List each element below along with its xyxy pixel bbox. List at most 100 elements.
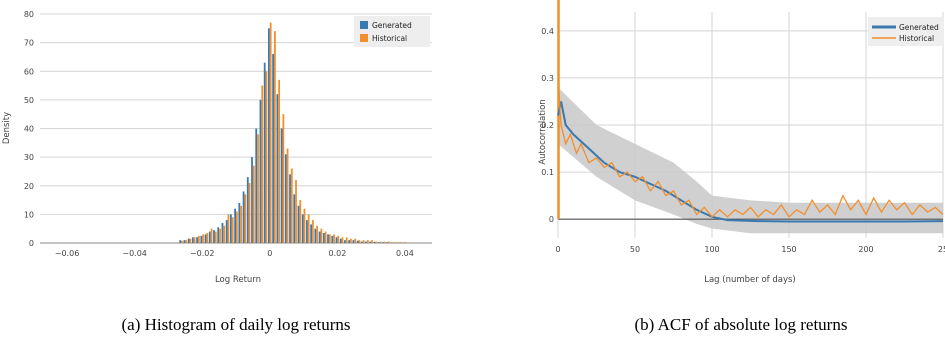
bar-generated: [289, 174, 291, 243]
bar-historical: [282, 114, 285, 243]
acf-line-historical: [557, 77, 944, 218]
histogram-x-ticks: −0.06 −0.04 −0.02 0 0.02 0.04: [55, 249, 414, 258]
bar-historical: [392, 242, 395, 243]
acf-legend-label-historical: Historical: [899, 34, 934, 43]
bar-historical: [366, 240, 369, 243]
bar-generated: [394, 242, 397, 243]
bar-historical: [312, 220, 314, 243]
y-tick-label: 70: [24, 39, 34, 48]
bar-historical: [354, 238, 357, 243]
bar-historical: [290, 168, 293, 243]
bar-historical: [252, 165, 255, 243]
histogram-xlabel: Log Return: [215, 275, 261, 285]
bar-generated: [331, 235, 334, 243]
bar-historical: [227, 214, 230, 243]
bar-historical: [193, 237, 196, 243]
y-tick-label: 0.4: [541, 27, 554, 36]
y-tick-label: 20: [24, 182, 34, 191]
bar-generated: [255, 128, 258, 243]
bar-historical: [219, 228, 221, 243]
bar-generated: [352, 240, 355, 243]
bar-historical: [295, 180, 297, 243]
bar-historical: [404, 242, 407, 243]
bar-generated: [263, 62, 266, 243]
bar-generated: [259, 99, 262, 243]
histogram-bars: [179, 22, 407, 244]
bar-historical: [214, 231, 217, 243]
bar-historical: [265, 71, 268, 243]
bar-historical: [181, 240, 183, 243]
x-tick-label: 150: [781, 245, 796, 254]
bar-generated: [297, 205, 300, 243]
x-tick-label: 0: [267, 249, 272, 258]
y-tick-label: 0.3: [541, 74, 554, 83]
bar-generated: [183, 240, 186, 243]
bar-historical: [197, 235, 200, 243]
bar-historical: [358, 240, 361, 243]
x-tick-label: 200: [858, 245, 873, 254]
bar-historical: [185, 240, 188, 243]
x-tick-label: 25: [938, 245, 945, 254]
bar-historical: [257, 134, 259, 243]
bar-generated: [276, 94, 279, 244]
legend-label-historical: Historical: [372, 34, 407, 43]
bar-generated: [284, 154, 287, 243]
bar-historical: [345, 237, 348, 243]
y-tick-label: 50: [24, 96, 34, 105]
bar-historical: [388, 241, 390, 243]
bar-historical: [202, 234, 204, 243]
y-tick-label: 30: [24, 153, 34, 162]
bar-generated: [230, 214, 232, 243]
bar-generated: [373, 241, 376, 243]
bar-generated: [335, 237, 338, 243]
bar-historical: [341, 237, 344, 243]
bar-historical: [350, 238, 352, 243]
acf-legend-label-generated: Generated: [899, 23, 939, 32]
x-tick-label: 100: [704, 245, 719, 254]
bar-historical: [379, 241, 382, 243]
bar-historical: [320, 228, 323, 243]
bar-historical: [244, 194, 247, 243]
bar-generated: [280, 128, 283, 243]
bar-historical: [223, 225, 226, 243]
bar-generated: [369, 241, 372, 243]
caption-b: (b) ACF of absolute log returns: [635, 315, 848, 334]
y-tick-label: 0: [549, 215, 554, 224]
bar-generated: [221, 222, 224, 243]
bar-historical: [231, 217, 234, 243]
bar-historical: [236, 211, 238, 243]
bar-generated: [200, 235, 203, 243]
bar-generated: [242, 191, 245, 243]
histogram-chart: 0 10 20 30 40 50 60 70 80 −0.06 −0.04 −0.02 0 0.02 0.…: [2, 10, 432, 285]
bar-generated: [310, 224, 313, 243]
bar-generated: [382, 242, 384, 243]
acf-ylabel: Autocorrelation: [538, 99, 548, 164]
x-tick-label: −0.06: [55, 249, 80, 258]
bar-generated: [377, 242, 380, 243]
bar-generated: [314, 228, 317, 243]
bar-historical: [248, 182, 251, 243]
x-tick-label: −0.04: [122, 249, 147, 258]
bar-historical: [278, 79, 281, 244]
bar-generated: [268, 28, 270, 243]
bar-generated: [225, 220, 228, 243]
bar-historical: [328, 234, 331, 243]
bar-generated: [360, 241, 363, 243]
x-tick-label: 50: [630, 245, 640, 254]
y-tick-label: 0.1: [541, 168, 554, 177]
histogram-gridlines: [40, 13, 432, 244]
legend-swatch-generated: [360, 21, 368, 29]
bar-historical: [206, 232, 209, 243]
y-tick-label: 60: [24, 67, 34, 76]
bar-generated: [390, 242, 393, 243]
bar-generated: [398, 242, 401, 243]
acf-xlabel: Lag (number of days): [704, 275, 796, 285]
x-tick-label: 0.04: [396, 249, 414, 258]
caption-a: (a) Histogram of daily log returns: [122, 315, 351, 334]
acf-x-ticks: 0 50 100 150 200 25: [555, 245, 945, 254]
bar-historical: [307, 214, 310, 243]
bar-generated: [356, 240, 359, 243]
acf-legend-box: [868, 17, 944, 46]
bar-generated: [344, 240, 346, 243]
